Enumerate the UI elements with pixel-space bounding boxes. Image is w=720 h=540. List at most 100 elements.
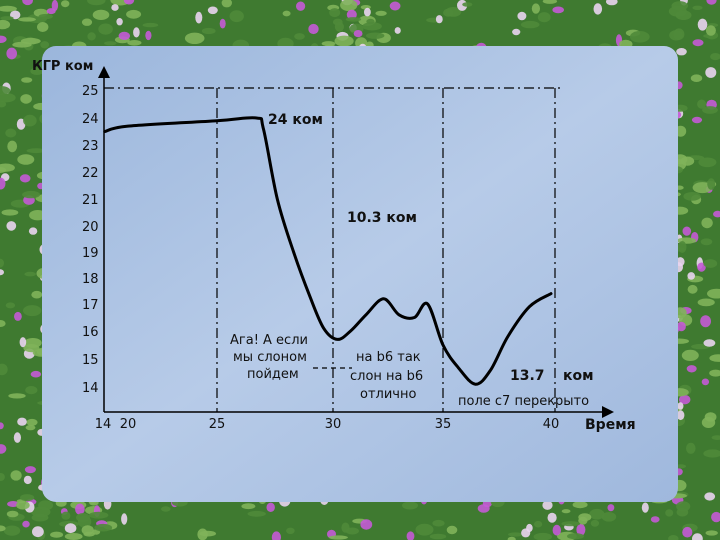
frame-flower xyxy=(703,339,716,347)
y-tick-label: 24 xyxy=(82,112,99,127)
frame-flower xyxy=(118,31,130,40)
frame-flower xyxy=(686,365,697,373)
y-axis-title: КГР ком xyxy=(32,59,93,74)
frame-leaf xyxy=(20,37,41,45)
frame-leaf xyxy=(692,5,703,10)
frame-leaf xyxy=(88,511,109,519)
frame-leaf xyxy=(345,17,362,22)
frame-flower xyxy=(517,11,527,21)
note-line-1: Ага! А если xyxy=(230,333,308,348)
frame-leaf xyxy=(707,178,716,190)
frame-leaf xyxy=(20,494,35,502)
frame-leaf xyxy=(690,74,703,82)
frame-leaf xyxy=(340,0,358,12)
frame-leaf xyxy=(286,527,295,534)
frame-flower xyxy=(75,503,85,515)
frame-leaf xyxy=(201,27,216,35)
frame-flower xyxy=(394,27,401,34)
frame-flower xyxy=(677,402,684,410)
frame-leaf xyxy=(61,511,71,520)
frame-leaf xyxy=(92,9,110,20)
frame-flower xyxy=(701,378,710,386)
frame-flower xyxy=(682,526,693,538)
frame-leaf xyxy=(567,533,584,540)
frame-flower xyxy=(19,174,31,183)
frame-leaf xyxy=(23,114,37,127)
frame-leaf xyxy=(533,532,552,540)
frame-leaf xyxy=(665,509,674,517)
frame-leaf xyxy=(229,10,244,23)
frame-leaf xyxy=(0,258,4,268)
frame-flower xyxy=(30,370,42,378)
y-axis-arrow xyxy=(98,66,110,78)
frame-flower xyxy=(676,321,686,332)
frame-leaf xyxy=(64,533,83,540)
frame-flower xyxy=(0,177,6,190)
frame-leaf xyxy=(561,521,581,527)
frame-flower xyxy=(64,523,77,534)
frame-leaf xyxy=(21,77,33,83)
frame-flower xyxy=(6,47,17,60)
frame-flower xyxy=(0,444,7,454)
frame-leaf xyxy=(5,128,17,138)
frame-leaf xyxy=(697,298,715,307)
frame-leaf xyxy=(561,509,571,514)
frame-flower xyxy=(0,422,4,430)
frame-flower xyxy=(700,315,711,328)
frame-flower xyxy=(28,227,38,235)
frame-leaf xyxy=(676,507,689,517)
frame-flower xyxy=(676,410,685,421)
frame-flower xyxy=(547,512,557,523)
frame-leaf xyxy=(705,530,718,536)
frame-flower xyxy=(111,4,119,11)
frame-leaf xyxy=(87,32,96,41)
frame-flower xyxy=(121,513,128,525)
annotation-13-7: 13.7 xyxy=(510,368,545,384)
frame-flower xyxy=(13,432,21,443)
frame-flower xyxy=(0,269,4,276)
frame-leaf xyxy=(0,320,6,327)
frame-flower xyxy=(6,221,17,231)
frame-leaf xyxy=(677,241,687,253)
frame-leaf xyxy=(697,99,707,109)
frame-leaf xyxy=(127,40,142,46)
frame-flower xyxy=(641,502,649,513)
frame-leaf xyxy=(578,513,592,522)
frame-flower xyxy=(650,516,660,523)
annotation-kom: ком xyxy=(563,368,594,384)
frame-leaf xyxy=(345,527,359,535)
note-line-3: пойдем xyxy=(247,367,299,382)
frame-leaf xyxy=(402,501,418,510)
y-tick-label: 25 xyxy=(82,84,99,99)
frame-flower xyxy=(691,116,703,124)
x-tick-label: 14 xyxy=(95,417,112,432)
frame-leaf xyxy=(83,531,95,537)
frame-leaf xyxy=(40,41,50,49)
frame-flower xyxy=(676,48,687,56)
frame-leaf xyxy=(709,369,720,377)
frame-leaf xyxy=(329,8,341,18)
frame-leaf xyxy=(629,31,650,43)
x-axis-title: Время xyxy=(585,417,636,433)
frame-leaf xyxy=(241,503,256,510)
frame-flower xyxy=(271,531,281,540)
frame-flower xyxy=(389,1,401,11)
frame-leaf xyxy=(683,192,701,201)
frame-flower xyxy=(145,30,152,41)
frame-flower xyxy=(606,0,618,6)
frame-leaf xyxy=(700,238,713,246)
frame-leaf xyxy=(675,10,692,20)
y-tick-label: 21 xyxy=(82,193,99,208)
frame-leaf xyxy=(94,523,113,532)
frame-flower xyxy=(123,0,135,5)
frame-flower xyxy=(406,531,415,540)
frame-leaf xyxy=(221,0,232,8)
frame-flower xyxy=(17,417,27,426)
frame-leaf xyxy=(703,259,718,268)
frame-leaf xyxy=(702,106,718,114)
frame-leaf xyxy=(0,100,7,108)
frame-leaf xyxy=(23,305,42,317)
note-line-7: поле с7 перекрыто xyxy=(458,394,589,409)
